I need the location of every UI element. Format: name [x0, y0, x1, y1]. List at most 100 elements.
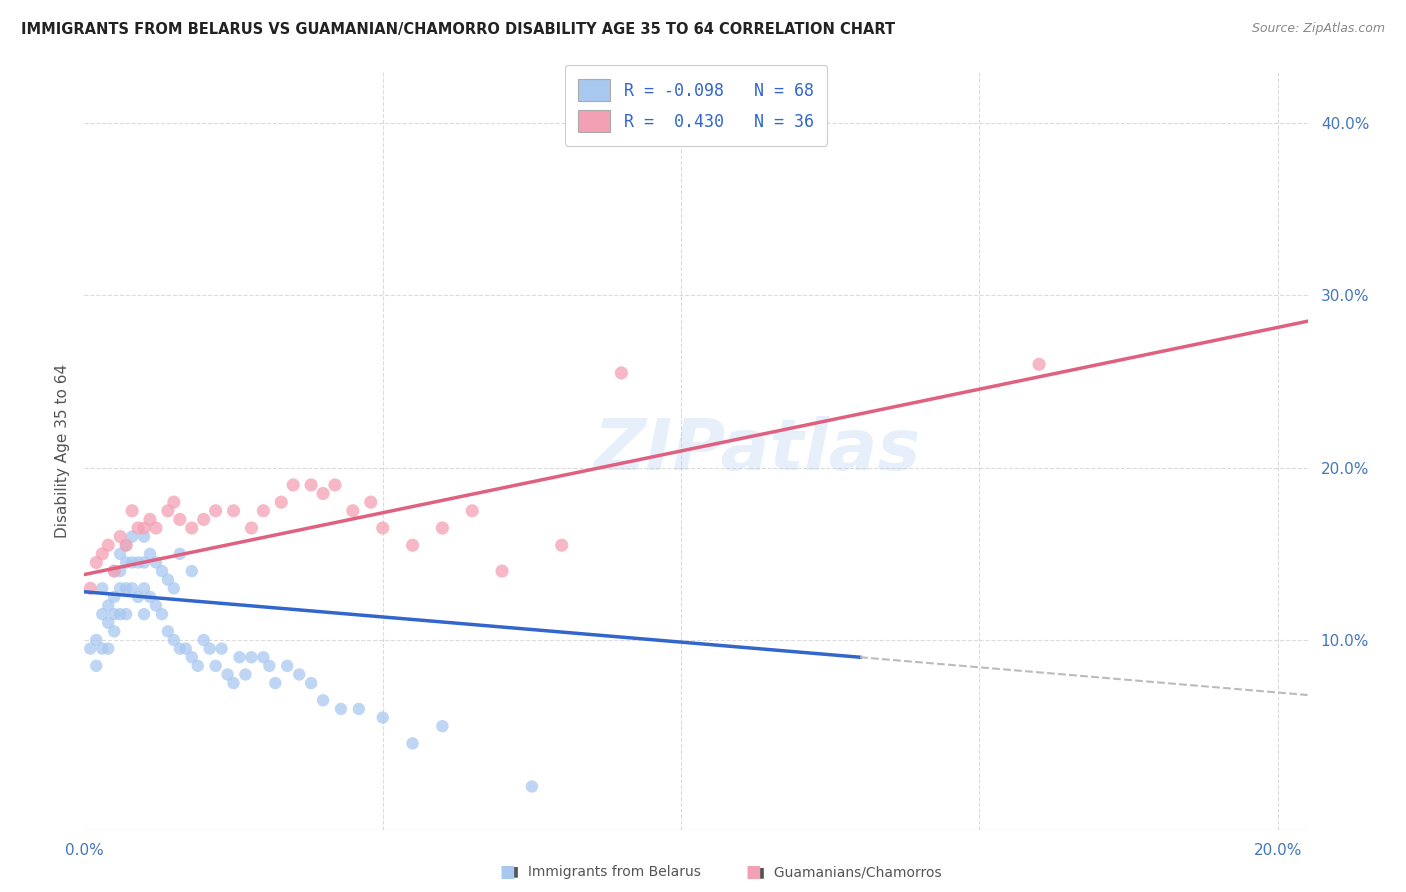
- Point: [283, 478, 305, 492]
- Point: [150, 564, 173, 578]
- Point: [97, 641, 120, 656]
- Point: [91, 641, 114, 656]
- Point: [259, 658, 281, 673]
- Point: [103, 607, 125, 622]
- Point: [84, 633, 107, 648]
- Point: [121, 530, 143, 544]
- Point: [299, 676, 322, 690]
- Point: [84, 658, 107, 673]
- Point: [132, 607, 155, 622]
- Point: [204, 658, 226, 673]
- Point: [551, 538, 574, 552]
- Point: [240, 521, 263, 535]
- Point: [193, 633, 215, 648]
- Point: [347, 702, 370, 716]
- Point: [342, 504, 364, 518]
- Point: [139, 547, 162, 561]
- Point: [115, 582, 138, 596]
- Point: [520, 780, 543, 794]
- Point: [371, 710, 394, 724]
- Point: [169, 641, 191, 656]
- Point: [145, 521, 167, 535]
- Text: ■  Immigrants from Belarus: ■ Immigrants from Belarus: [506, 865, 702, 880]
- Point: [139, 512, 162, 526]
- Point: [108, 607, 131, 622]
- Point: [127, 556, 149, 570]
- Point: [264, 676, 287, 690]
- Text: ■: ■: [499, 863, 515, 881]
- Point: [115, 538, 138, 552]
- Point: [108, 564, 131, 578]
- Point: [163, 582, 186, 596]
- Point: [108, 547, 131, 561]
- Point: [139, 590, 162, 604]
- Point: [371, 521, 394, 535]
- Point: [163, 633, 186, 648]
- Point: [312, 486, 335, 500]
- Point: [180, 650, 202, 665]
- Point: [127, 521, 149, 535]
- Point: [211, 641, 233, 656]
- Point: [401, 538, 423, 552]
- Point: [432, 719, 454, 733]
- Point: [121, 582, 143, 596]
- Point: [103, 564, 125, 578]
- Point: [610, 366, 633, 380]
- Point: [97, 538, 120, 552]
- Point: [108, 530, 131, 544]
- Point: [79, 641, 101, 656]
- Text: Source: ZipAtlas.com: Source: ZipAtlas.com: [1251, 22, 1385, 36]
- Point: [150, 607, 173, 622]
- Point: [163, 495, 186, 509]
- Point: [156, 573, 179, 587]
- Point: [461, 504, 484, 518]
- Point: [288, 667, 311, 681]
- Point: [401, 736, 423, 750]
- Point: [276, 658, 298, 673]
- Point: [115, 607, 138, 622]
- Point: [198, 641, 221, 656]
- Point: [270, 495, 292, 509]
- Point: [174, 641, 197, 656]
- Point: [169, 512, 191, 526]
- Point: [97, 599, 120, 613]
- Point: [156, 504, 179, 518]
- Point: [132, 521, 155, 535]
- Point: [222, 504, 245, 518]
- Point: [217, 667, 239, 681]
- Point: [432, 521, 454, 535]
- Point: [252, 650, 274, 665]
- Point: [228, 650, 250, 665]
- Point: [97, 615, 120, 630]
- Point: [240, 650, 263, 665]
- Point: [145, 599, 167, 613]
- Point: [180, 564, 202, 578]
- Text: ■  Guamanians/Chamorros: ■ Guamanians/Chamorros: [752, 865, 942, 880]
- Legend: R = -0.098   N = 68, R =  0.430   N = 36: R = -0.098 N = 68, R = 0.430 N = 36: [565, 65, 827, 146]
- Text: ZIPatlas: ZIPatlas: [593, 416, 921, 485]
- Point: [132, 556, 155, 570]
- Y-axis label: Disability Age 35 to 64: Disability Age 35 to 64: [55, 363, 70, 538]
- Point: [156, 624, 179, 639]
- Point: [91, 547, 114, 561]
- Point: [115, 556, 138, 570]
- Point: [79, 582, 101, 596]
- Point: [252, 504, 274, 518]
- Point: [235, 667, 257, 681]
- Point: [103, 624, 125, 639]
- Point: [169, 547, 191, 561]
- Point: [132, 530, 155, 544]
- Text: ■: ■: [745, 863, 761, 881]
- Point: [121, 504, 143, 518]
- Point: [299, 478, 322, 492]
- Point: [180, 521, 202, 535]
- Point: [491, 564, 513, 578]
- Point: [323, 478, 346, 492]
- Point: [193, 512, 215, 526]
- Point: [204, 504, 226, 518]
- Point: [329, 702, 352, 716]
- Point: [145, 556, 167, 570]
- Point: [108, 582, 131, 596]
- Point: [103, 590, 125, 604]
- Point: [84, 556, 107, 570]
